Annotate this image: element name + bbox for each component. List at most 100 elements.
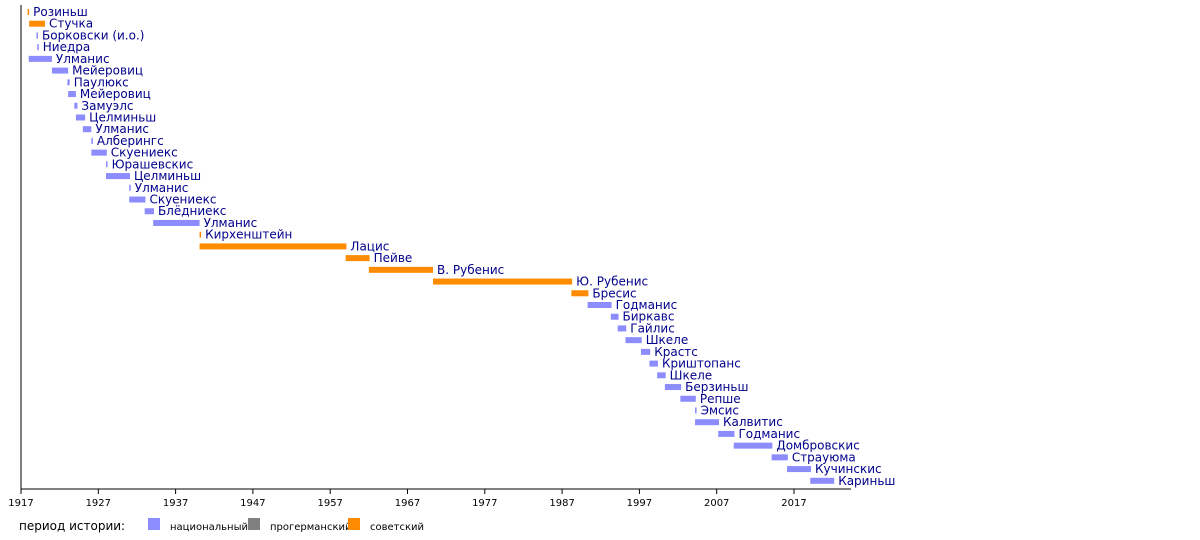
legend-swatch bbox=[248, 518, 260, 530]
timeline-bar bbox=[610, 313, 619, 320]
timeline-bar bbox=[74, 102, 78, 109]
x-tick-label: 1997 bbox=[627, 498, 652, 509]
bar-label: В. Рубенис bbox=[437, 263, 504, 277]
bar-label: Кучинскис bbox=[815, 462, 882, 476]
timeline-bar bbox=[571, 290, 589, 297]
bar-label: Лацис bbox=[350, 239, 389, 253]
timeline-bar bbox=[718, 430, 735, 437]
x-tick-label: 1917 bbox=[8, 498, 33, 509]
bar-label: Биркавс bbox=[623, 310, 675, 324]
bar-label: Паулюкс bbox=[74, 75, 129, 89]
bar-label: Скуениекс bbox=[149, 193, 216, 207]
timeline-bar bbox=[587, 302, 612, 308]
bar-label: Замуэлс bbox=[81, 99, 133, 113]
legend-item-label: национальный bbox=[170, 522, 248, 533]
timeline-bar bbox=[657, 372, 666, 379]
legend: период истории: национальный прогерманский… bbox=[19, 518, 424, 533]
bar-label: Улманис bbox=[135, 181, 189, 195]
bar-label: Улманис bbox=[95, 122, 149, 136]
bar-label: Розиньш bbox=[33, 5, 88, 19]
bar-label: Улманис bbox=[204, 216, 258, 230]
timeline-bar bbox=[91, 149, 107, 156]
bar-label: Улманис bbox=[56, 52, 110, 66]
bar-label: Калвитис bbox=[723, 415, 783, 429]
timeline-bar bbox=[37, 44, 39, 51]
timeline-bar bbox=[199, 231, 202, 238]
timeline-bar bbox=[144, 208, 154, 215]
bar-label: Пейве bbox=[374, 251, 413, 265]
timeline-bar bbox=[91, 137, 93, 144]
timeline-bar bbox=[27, 9, 30, 15]
bar-label: Страуюма bbox=[792, 450, 856, 464]
bar-label: Алберингс bbox=[97, 134, 164, 148]
bar-label: Шкеле bbox=[670, 368, 713, 382]
legend-swatch bbox=[348, 518, 360, 530]
x-axis: 1917 1927 1937 1947 1957 1967 1977 1987 1997 2007… bbox=[8, 5, 851, 509]
timeline-bar bbox=[695, 407, 697, 414]
bar-label: Юрашевскис bbox=[112, 157, 194, 171]
bar-label: Ниедра bbox=[43, 40, 90, 54]
timeline-bar bbox=[625, 337, 642, 344]
timeline-bar bbox=[129, 184, 131, 191]
bar-label: Мейеровиц bbox=[80, 87, 151, 101]
timeline-bar bbox=[153, 219, 200, 226]
bar-label: Стучка bbox=[49, 17, 93, 31]
timeline-bar bbox=[433, 278, 573, 285]
timeline-bar bbox=[106, 173, 130, 180]
x-tick-label: 2007 bbox=[704, 498, 729, 509]
timeline-bar bbox=[733, 442, 773, 449]
timeline-bar bbox=[51, 67, 69, 74]
bar-label: Целминьш bbox=[134, 169, 201, 183]
timeline-bar bbox=[810, 477, 835, 484]
bar-label: Домбровскис bbox=[776, 439, 859, 453]
legend-item-label: прогерманский bbox=[270, 522, 352, 533]
x-tick-label: 1927 bbox=[86, 498, 111, 509]
x-tick-label: 1957 bbox=[317, 498, 342, 509]
timeline-bar bbox=[345, 255, 370, 262]
timeline-bar bbox=[368, 266, 434, 273]
x-tick-label: 2017 bbox=[781, 498, 806, 509]
timeline-bar bbox=[199, 243, 347, 250]
timeline-bar bbox=[29, 20, 45, 27]
bar-label: Гайлис bbox=[630, 321, 675, 335]
timeline-bar bbox=[787, 466, 812, 473]
bar-label: Скуениекс bbox=[111, 146, 178, 160]
bar-label: Годманис bbox=[738, 427, 800, 441]
timeline-bar bbox=[129, 196, 146, 203]
timeline-bar bbox=[67, 79, 70, 86]
x-tick-label: 1937 bbox=[163, 498, 188, 509]
bar-label: Эмсис bbox=[701, 403, 739, 417]
bar-label: Годманис bbox=[616, 298, 678, 312]
bar-label: Кариньш bbox=[838, 474, 895, 488]
x-tick-label: 1987 bbox=[549, 498, 574, 509]
timeline-bar bbox=[680, 395, 696, 402]
bar-label: Кирхенштейн bbox=[205, 228, 292, 242]
timeline-bar bbox=[75, 114, 86, 121]
timeline-bar bbox=[617, 325, 627, 332]
timeline-bar bbox=[36, 32, 39, 39]
bar-label: Крастс bbox=[654, 345, 698, 359]
x-tick-label: 1967 bbox=[395, 498, 420, 509]
bar-label: Целминьш bbox=[89, 110, 156, 124]
x-tick-label: 1947 bbox=[240, 498, 265, 509]
timeline-bar bbox=[68, 91, 76, 98]
bar-label: Репше bbox=[700, 392, 741, 406]
timeline-bar bbox=[664, 384, 682, 391]
bar-label: Бресис bbox=[592, 286, 636, 300]
timeline-bar bbox=[28, 55, 52, 62]
timeline-bar bbox=[649, 360, 658, 367]
timeline-bar bbox=[82, 126, 92, 133]
legend-swatch bbox=[148, 518, 160, 530]
timeline-bar bbox=[695, 419, 720, 426]
bar-label: Борковски (и.о.) bbox=[42, 28, 144, 42]
bar-label: Блёдниекс bbox=[158, 204, 226, 218]
bar-label: Ю. Рубенис bbox=[576, 275, 648, 289]
timeline-bar bbox=[106, 161, 108, 168]
timeline-bar bbox=[640, 348, 651, 355]
bar-label: Шкеле bbox=[646, 333, 689, 347]
legend-item-label: советский bbox=[370, 522, 424, 533]
timeline-bar bbox=[771, 454, 788, 461]
bar-label: Мейеровиц bbox=[72, 64, 143, 78]
